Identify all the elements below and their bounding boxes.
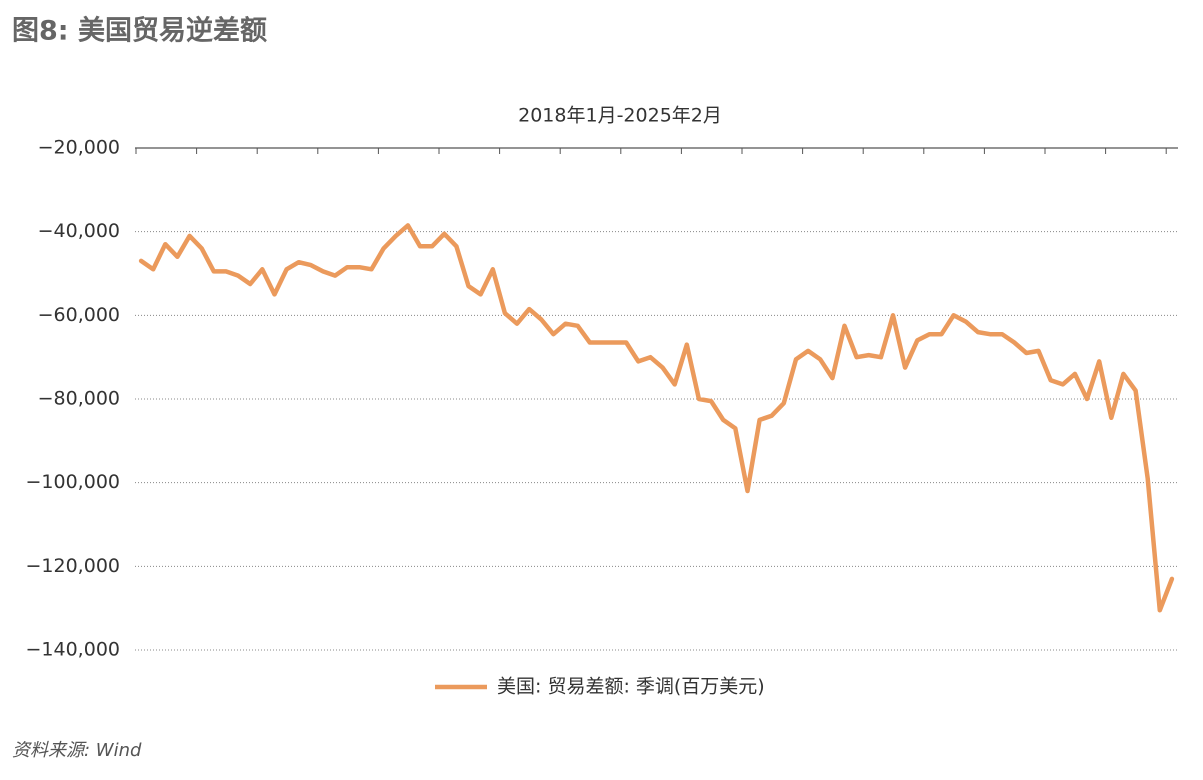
- y-tick-label: −20,000: [38, 137, 120, 159]
- y-tick-label: −80,000: [38, 388, 120, 410]
- y-tick-label: −60,000: [38, 304, 120, 326]
- chart-subtitle: 2018年1月-2025年2月: [518, 105, 722, 127]
- data-line: [138, 223, 1175, 613]
- y-tick-label: −100,000: [26, 471, 121, 493]
- source-note: 资料来源: Wind: [12, 740, 142, 761]
- chart-title: 图8: 美国贸易逆差额: [12, 15, 267, 47]
- y-tick-label: −140,000: [26, 639, 121, 661]
- legend-label: 美国: 贸易差额: 季调(百万美元): [497, 676, 765, 698]
- y-tick-label: −40,000: [38, 220, 120, 242]
- y-tick-label: −120,000: [26, 555, 121, 577]
